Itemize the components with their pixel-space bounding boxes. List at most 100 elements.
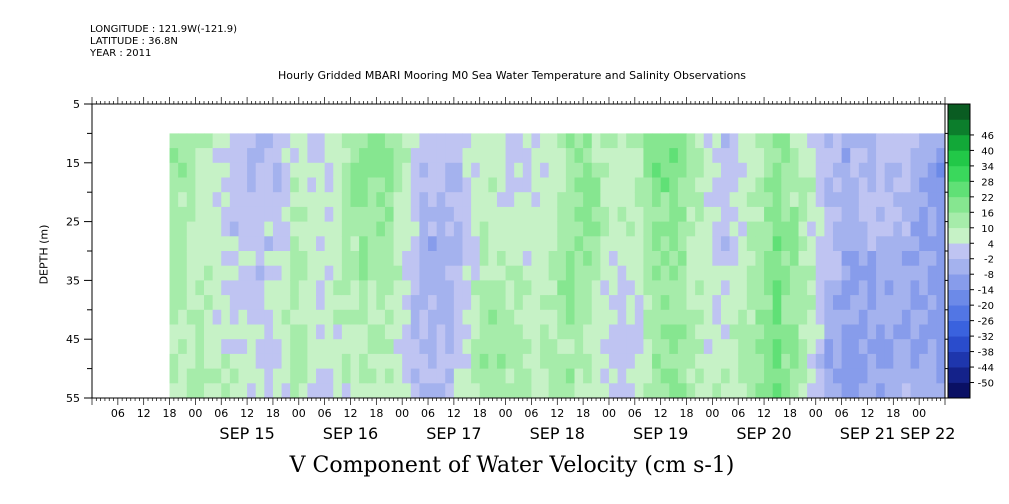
heatmap-cell xyxy=(815,177,825,193)
heatmap-cell xyxy=(858,251,868,267)
heatmap-cell xyxy=(445,295,455,311)
heatmap-cell xyxy=(186,265,196,281)
heatmap-cell xyxy=(359,324,369,340)
heatmap-cell xyxy=(333,177,343,193)
heatmap-cell xyxy=(583,324,593,340)
colorbar-frame xyxy=(947,103,971,399)
heatmap-cell xyxy=(169,295,179,311)
heatmap-cell xyxy=(384,162,394,178)
heatmap-cell xyxy=(884,368,894,384)
heatmap-cell xyxy=(462,295,472,311)
heatmap-cell xyxy=(565,368,575,384)
heatmap-cell xyxy=(402,383,412,399)
heatmap-cell xyxy=(574,236,584,252)
heatmap-cell xyxy=(677,309,687,325)
heatmap-cell xyxy=(729,148,739,164)
heatmap-cell xyxy=(600,162,610,178)
heatmap-cell xyxy=(290,353,300,369)
heatmap-cell xyxy=(522,309,532,325)
heatmap-cell xyxy=(212,280,222,296)
heatmap-cell xyxy=(341,339,351,355)
heatmap-cell xyxy=(238,353,248,369)
heatmap-cell xyxy=(410,251,420,267)
x-hour-label: 18 xyxy=(473,407,487,420)
heatmap-cell xyxy=(798,251,808,267)
colorbar-label: 4 xyxy=(988,239,994,250)
heatmap-cell xyxy=(901,383,911,399)
heatmap-cell xyxy=(652,309,662,325)
heatmap-cell xyxy=(565,162,575,178)
heatmap-cell xyxy=(712,295,722,311)
heatmap-cell xyxy=(186,295,196,311)
heatmap-cell xyxy=(531,339,541,355)
heatmap-cell xyxy=(884,324,894,340)
heatmap-cell xyxy=(255,221,265,237)
heatmap-cell xyxy=(505,383,515,399)
heatmap-cell xyxy=(462,206,472,222)
heatmap-cell xyxy=(316,206,326,222)
heatmap-cell xyxy=(436,324,446,340)
heatmap-cell xyxy=(428,295,438,311)
heatmap-cell xyxy=(169,221,179,237)
heatmap-cell xyxy=(703,368,713,384)
heatmap-cell xyxy=(462,177,472,193)
heatmap-cell xyxy=(936,206,946,222)
heatmap-cell xyxy=(729,295,739,311)
heatmap-cell xyxy=(884,309,894,325)
heatmap-cell xyxy=(453,133,463,149)
heatmap-cell xyxy=(376,192,386,208)
heatmap-cell xyxy=(436,148,446,164)
heatmap-cell xyxy=(531,251,541,267)
heatmap-cell xyxy=(540,206,550,222)
heatmap-cell xyxy=(212,192,222,208)
heatmap-cell xyxy=(608,148,618,164)
heatmap-cell xyxy=(591,309,601,325)
heatmap-cell xyxy=(789,133,799,149)
heatmap-cell xyxy=(919,192,929,208)
heatmap-cell xyxy=(281,295,291,311)
heatmap-cell xyxy=(341,177,351,193)
heatmap-cell xyxy=(496,265,506,281)
heatmap-cell xyxy=(471,353,481,369)
heatmap-cell xyxy=(316,236,326,252)
heatmap-cell xyxy=(695,177,705,193)
heatmap-cell xyxy=(531,324,541,340)
heatmap-cell xyxy=(186,324,196,340)
heatmap-cell xyxy=(496,221,506,237)
heatmap-cell xyxy=(893,309,903,325)
heatmap-cell xyxy=(393,177,403,193)
heatmap-cell xyxy=(384,295,394,311)
heatmap-cell xyxy=(764,133,774,149)
heatmap-cell xyxy=(652,177,662,193)
heatmap-cell xyxy=(247,236,257,252)
colorbar-label: -26 xyxy=(978,317,994,328)
heatmap-cell xyxy=(376,339,386,355)
heatmap-cell xyxy=(445,133,455,149)
x-hour-label: 00 xyxy=(395,407,409,420)
heatmap-cell xyxy=(815,280,825,296)
heatmap-cell xyxy=(195,192,205,208)
heatmap-cell xyxy=(204,295,214,311)
heatmap-cell xyxy=(376,353,386,369)
heatmap-cell xyxy=(591,265,601,281)
heatmap-cell xyxy=(893,265,903,281)
heatmap-cell xyxy=(867,206,877,222)
heatmap-cell xyxy=(669,148,679,164)
heatmap-cell xyxy=(548,236,558,252)
heatmap-cell xyxy=(807,309,817,325)
heatmap-cell xyxy=(712,221,722,237)
heatmap-cell xyxy=(290,236,300,252)
heatmap-cell xyxy=(703,280,713,296)
heatmap-cell xyxy=(643,295,653,311)
heatmap-cell xyxy=(281,251,291,267)
heatmap-cell xyxy=(583,251,593,267)
heatmap-cell xyxy=(204,309,214,325)
heatmap-cell xyxy=(927,162,937,178)
heatmap-cell xyxy=(195,368,205,384)
heatmap-cell xyxy=(212,353,222,369)
heatmap-cell xyxy=(393,265,403,281)
heatmap-cell xyxy=(781,339,791,355)
heatmap-cell xyxy=(531,192,541,208)
heatmap-cell xyxy=(660,177,670,193)
heatmap-cell xyxy=(488,148,498,164)
